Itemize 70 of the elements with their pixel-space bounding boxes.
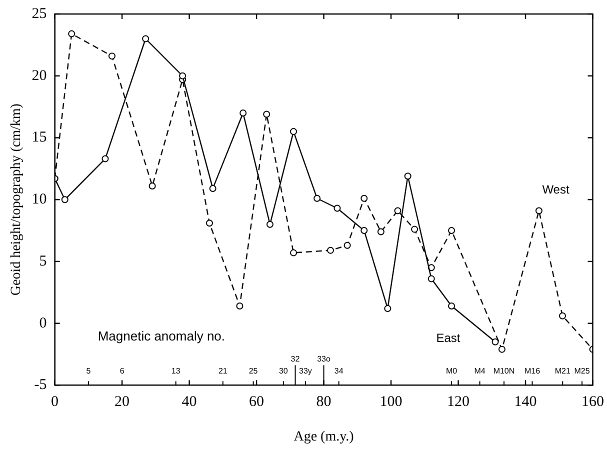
point xyxy=(360,194,368,202)
point xyxy=(334,204,341,212)
point xyxy=(68,30,76,38)
point xyxy=(492,338,499,346)
y-tick-label: -5 xyxy=(34,377,47,394)
annotation: Magnetic anomaly no. xyxy=(98,328,226,344)
point xyxy=(314,194,321,202)
point xyxy=(384,304,392,312)
x-tick-label: 120 xyxy=(447,394,470,410)
point xyxy=(142,35,150,42)
point xyxy=(394,207,402,214)
x-tick-label: 100 xyxy=(380,394,402,410)
point xyxy=(360,227,368,234)
point xyxy=(290,128,298,136)
point xyxy=(498,346,506,353)
series-label: West xyxy=(542,182,570,197)
annotation: M25 xyxy=(574,366,590,376)
point xyxy=(61,196,68,204)
y-tick-label: 15 xyxy=(32,130,47,146)
x-tick-label: 80 xyxy=(316,394,332,410)
annotation: M21 xyxy=(554,366,571,376)
point xyxy=(404,172,412,180)
point xyxy=(327,246,334,254)
y-tick-label: 5 xyxy=(39,253,47,270)
point xyxy=(428,275,435,282)
x-tick-label: 0 xyxy=(51,394,59,410)
annotation: 6 xyxy=(120,366,125,376)
y-tick-label: 20 xyxy=(32,68,47,84)
point xyxy=(411,226,418,233)
point xyxy=(535,207,542,214)
annotation: 33o xyxy=(317,354,331,364)
x-axis-title: Age (m.y.) xyxy=(294,429,354,444)
x-tick-label: 40 xyxy=(182,394,197,410)
point xyxy=(266,220,274,228)
point xyxy=(344,242,351,249)
annotation: 13 xyxy=(171,366,181,376)
point xyxy=(448,302,456,310)
point xyxy=(290,249,298,256)
annotation: M16 xyxy=(524,366,541,376)
y-axis-title: Geoid height/topography (cm/km) xyxy=(9,103,24,296)
point xyxy=(206,220,213,227)
point xyxy=(209,184,216,192)
point xyxy=(236,302,244,310)
annotation: 30 xyxy=(278,366,288,376)
annotation: M10N xyxy=(493,366,515,376)
point xyxy=(448,227,456,234)
y-tick-label: 25 xyxy=(32,6,47,22)
annotation: 32 xyxy=(290,354,300,364)
point xyxy=(377,228,384,236)
x-tick-label: 60 xyxy=(249,394,264,410)
annotation: M4 xyxy=(474,366,486,376)
x-tick-label: 20 xyxy=(114,394,130,410)
point xyxy=(108,52,116,60)
annotation: 21 xyxy=(218,366,228,376)
point xyxy=(263,110,270,118)
annotation: M0 xyxy=(446,366,458,376)
x-tick-label: 160 xyxy=(582,394,604,410)
y-tick-label: 10 xyxy=(32,192,47,208)
series-label: East xyxy=(436,331,461,346)
annotation: 34 xyxy=(334,366,344,376)
point xyxy=(148,182,156,190)
point xyxy=(179,72,186,80)
x-tick-label: 140 xyxy=(514,394,537,410)
point xyxy=(102,155,109,162)
annotation: 25 xyxy=(248,366,258,376)
y-tick-label: 0 xyxy=(39,315,47,332)
annotation: 33y xyxy=(299,366,312,376)
annotation: 5 xyxy=(86,366,92,376)
point xyxy=(240,109,247,116)
point xyxy=(558,312,566,320)
